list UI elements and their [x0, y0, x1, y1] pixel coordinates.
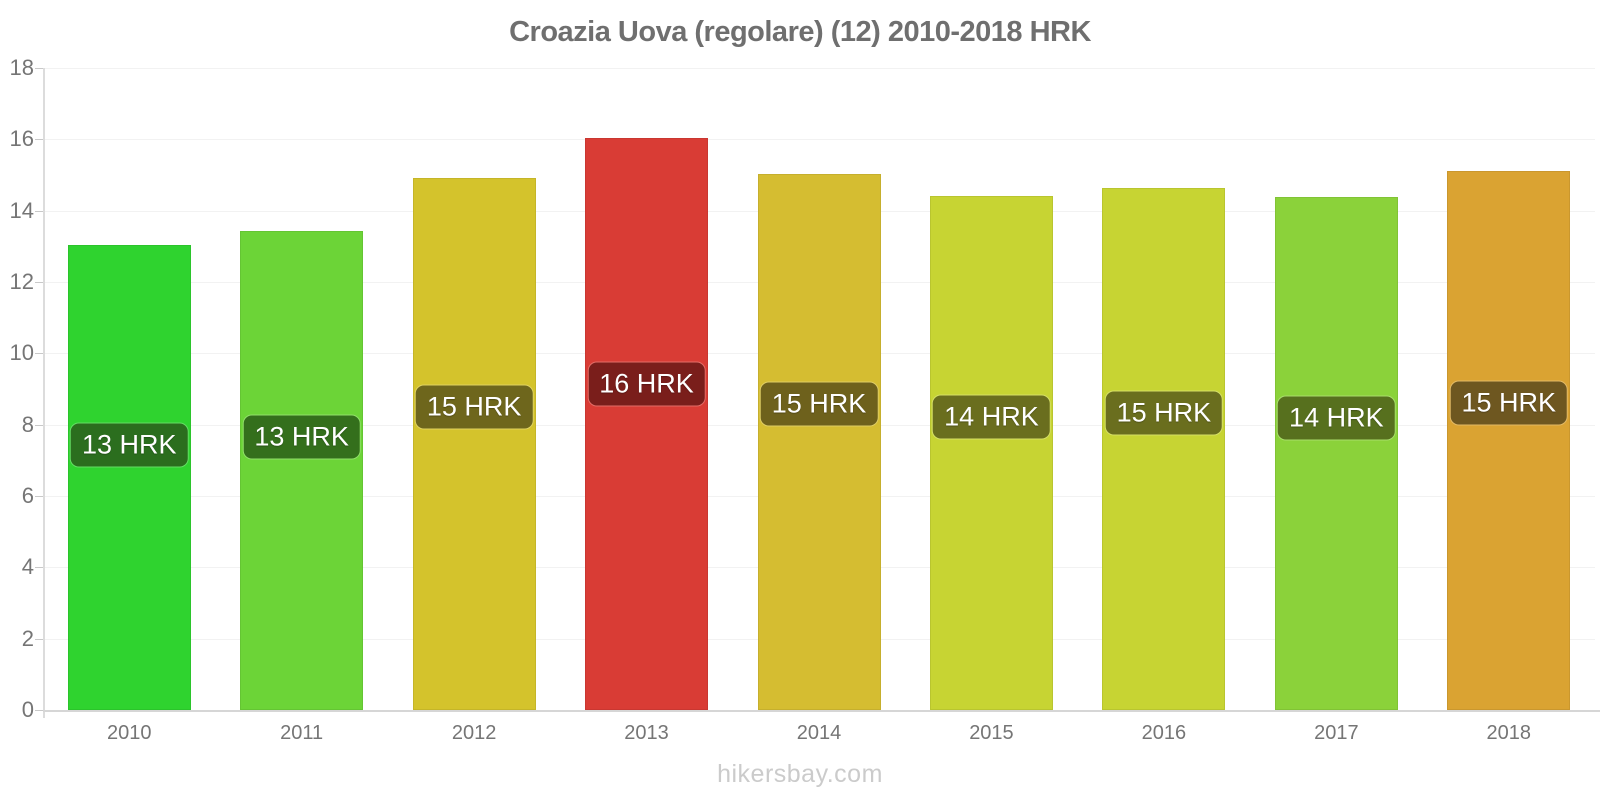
bar-value-badge-2013: 16 HRK: [588, 362, 705, 406]
bar-value-badge-2012: 15 HRK: [415, 385, 533, 429]
y-axis-tick-16: [35, 139, 44, 141]
gridline-18: [43, 68, 1595, 69]
x-axis-label-2012: 2012: [451, 722, 497, 744]
bar-value-badge-2011: 13 HRK: [243, 415, 360, 459]
y-axis-label-8: 8: [21, 411, 34, 437]
y-axis-tick-8: [35, 424, 44, 426]
y-axis-tick-4: [35, 567, 44, 569]
bar-2018: 15 HRK: [1447, 170, 1571, 710]
y-axis-tick-18: [35, 68, 44, 69]
bar-value-badge-2010: 13 HRK: [70, 423, 188, 467]
y-axis-tick-12: [35, 282, 44, 283]
bar-value-badge-2018: 15 HRK: [1450, 381, 1568, 425]
x-axis-label-2016: 2016: [1141, 722, 1187, 744]
y-axis-line: [43, 68, 45, 718]
x-axis-label-2015: 2015: [969, 722, 1014, 744]
x-axis-label-2010: 2010: [106, 722, 152, 744]
bar-2017: 14 HRK: [1274, 197, 1398, 710]
bar-2015: 14 HRK: [929, 195, 1053, 710]
gridline-16: [43, 139, 1595, 141]
y-axis-tick-2: [35, 638, 44, 640]
y-axis-label-0: 0: [21, 697, 34, 722]
bar-2014: 15 HRK: [757, 173, 881, 710]
x-axis-label-2011: 2011: [280, 722, 324, 744]
y-axis-label-18: 18: [9, 55, 34, 80]
chart-title: Croazia Uova (regolare) (12) 2010-2018 H…: [509, 16, 1091, 48]
bar-2011: 13 HRK: [240, 230, 364, 710]
y-axis-label-2: 2: [21, 625, 34, 651]
y-axis-label-10: 10: [9, 340, 34, 366]
y-axis-tick-10: [35, 353, 44, 355]
y-axis-tick-0: [35, 710, 44, 711]
x-axis-label-2018: 2018: [1486, 722, 1532, 744]
watermark: hikersbay.com: [717, 760, 883, 788]
bar-value-badge-2015: 14 HRK: [933, 395, 1050, 439]
y-axis-label-4: 4: [21, 554, 34, 580]
x-axis-label-2013: 2013: [624, 722, 669, 744]
y-axis-tick-6: [35, 496, 44, 497]
y-axis-label-6: 6: [21, 483, 34, 508]
y-axis-label-14: 14: [9, 197, 34, 223]
bar-2012: 15 HRK: [412, 177, 536, 710]
x-axis-line: [43, 710, 1600, 712]
bar-value-badge-2017: 14 HRK: [1278, 396, 1395, 440]
y-axis-label-16: 16: [9, 126, 34, 152]
bar-value-badge-2016: 15 HRK: [1105, 391, 1223, 435]
y-axis-label-12: 12: [9, 269, 34, 294]
bar-2013: 16 HRK: [585, 137, 709, 710]
y-axis-tick-14: [35, 210, 44, 212]
bar-2010: 13 HRK: [67, 244, 191, 710]
bar-value-badge-2014: 15 HRK: [760, 382, 878, 426]
x-axis-label-2014: 2014: [796, 722, 842, 744]
bar-2016: 15 HRK: [1102, 188, 1226, 710]
x-axis-label-2017: 2017: [1314, 722, 1359, 744]
